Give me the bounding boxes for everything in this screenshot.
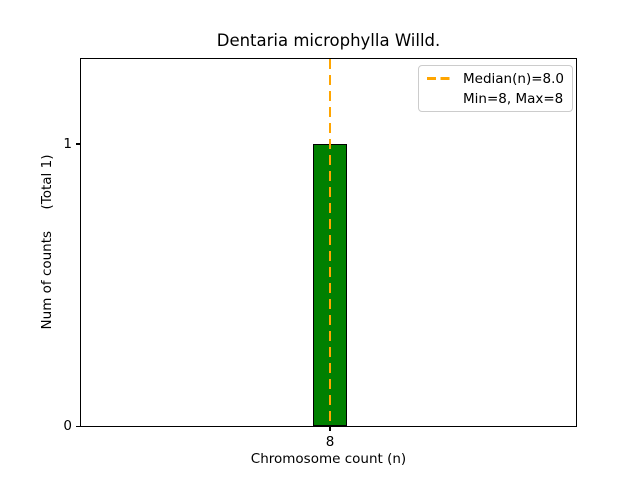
y-tick-mark [76, 425, 81, 427]
y-tick-label: 1 [63, 135, 72, 152]
legend-label-median: Median(n)=8.0 [463, 70, 564, 87]
x-tick-mark [329, 426, 331, 431]
y-axis-label: Num of counts (Total 1) [39, 154, 55, 330]
y-tick-mark [76, 143, 81, 145]
legend: Median(n)=8.0 Min=8, Max=8 [418, 65, 573, 112]
legend-blank-handle [427, 97, 454, 100]
y-tick-label: 0 [63, 418, 72, 434]
legend-label-minmax: Min=8, Max=8 [463, 90, 564, 107]
median-dashed-line-icon [427, 77, 455, 80]
x-tick-label: 8 [325, 434, 335, 450]
median-line [328, 59, 332, 426]
legend-entry-minmax: Min=8, Max=8 [427, 90, 564, 107]
chart-title: Dentaria microphylla Willd. [216, 31, 441, 50]
legend-entry-median: Median(n)=8.0 [427, 70, 564, 87]
plot-area: Median(n)=8.0 Min=8, Max=8 0 1 8 [63, 58, 577, 450]
x-axis-label: Chromosome count (n) [250, 451, 407, 467]
